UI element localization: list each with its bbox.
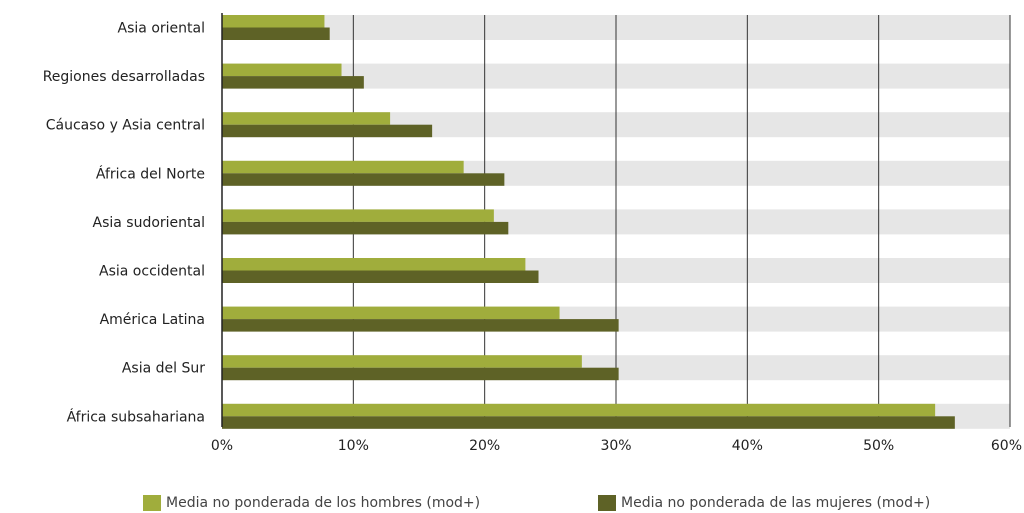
bar-men (222, 306, 560, 320)
x-tick-label: 10% (338, 438, 369, 454)
bar-women (222, 173, 505, 186)
legend-label-women: Media no ponderada de las mujeres (mod+) (621, 495, 931, 511)
bar-women (222, 124, 433, 138)
bar-women (222, 416, 955, 429)
bar-women (222, 319, 619, 332)
bar-men (222, 160, 464, 174)
bar-men (222, 112, 391, 125)
bar-men (222, 15, 325, 28)
bar-women (222, 27, 330, 40)
category-label: África subsahariana (67, 408, 205, 425)
category-label: África del Norte (96, 165, 205, 182)
x-tick-label: 40% (732, 438, 763, 454)
bar-men (222, 258, 526, 271)
chart: Asia oriental Regiones desarrolladas Cáuca… (43, 13, 1022, 454)
bar-women (222, 76, 364, 89)
legend-item-men: Media no ponderada de los hombres (mod+) (143, 495, 480, 511)
bar-women (222, 367, 619, 381)
bar-men (222, 63, 342, 77)
legend: Media no ponderada de los hombres (mod+)… (0, 492, 1024, 513)
category-label: Asia occidental (99, 264, 205, 280)
legend-swatch-women (598, 495, 616, 511)
bar-women (222, 270, 539, 283)
bar-women (222, 221, 509, 235)
category-label: Cáucaso y Asia central (46, 118, 205, 134)
bar-men (222, 403, 936, 417)
x-tick-label: 60% (991, 438, 1022, 454)
category-label: Asia del Sur (122, 361, 205, 377)
category-label: Asia sudoriental (93, 215, 206, 231)
x-tick-label: 20% (469, 438, 500, 454)
x-tick-label: 50% (863, 438, 894, 454)
category-label: Regiones desarrolladas (43, 69, 205, 85)
bar-men (222, 355, 582, 368)
x-tick-label: 30% (600, 438, 631, 454)
category-label: América Latina (100, 312, 205, 328)
legend-label-men: Media no ponderada de los hombres (mod+) (166, 495, 481, 511)
legend-swatch-men (143, 495, 161, 511)
legend-item-women: Media no ponderada de las mujeres (mod+) (598, 495, 930, 511)
bar-men (222, 209, 494, 222)
category-label: Asia oriental (118, 21, 205, 37)
x-tick-label: 0% (211, 438, 233, 454)
